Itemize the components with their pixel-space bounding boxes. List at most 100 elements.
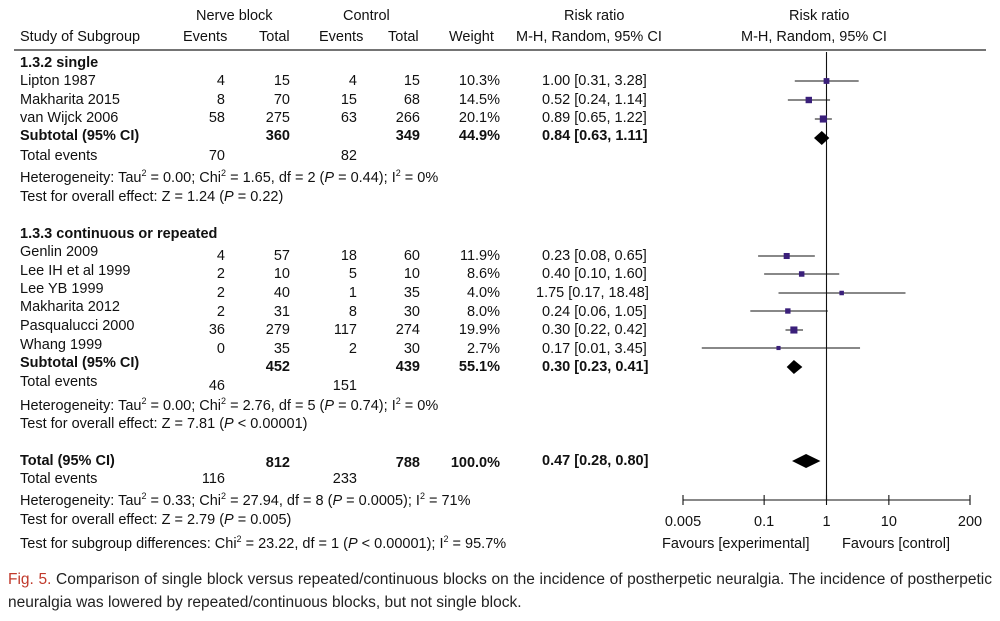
study-marker (798, 271, 805, 277)
col-total2: Total (388, 29, 419, 45)
ci-text: 0.23 [0.08, 0.65] (542, 248, 647, 264)
figure-number: Fig. 5. (8, 571, 52, 588)
col-method-plot: M-H, Random, 95% CI (741, 29, 887, 45)
events2: 117 (333, 322, 357, 338)
header-ratio-plot: Risk ratio (789, 8, 850, 24)
total2: 60 (403, 248, 420, 264)
ci-text: 0.40 [0.10, 1.60] (542, 266, 647, 282)
total2: 10 (403, 266, 420, 282)
total1: 40 (273, 285, 290, 301)
subtotal-total2: 349 (395, 128, 420, 144)
total2: 30 (403, 304, 420, 320)
study-marker (823, 78, 830, 84)
plot-marks: 0.005 0.1 1 10 200 (665, 52, 982, 530)
favours-right-label: Favours [control] (842, 536, 950, 552)
events2: 18 (340, 248, 357, 264)
ci-text: 1.00 [0.31, 3.28] (542, 73, 647, 89)
grand-total2: 788 (395, 455, 420, 471)
total-events-label: Total events (20, 148, 98, 164)
total1: 10 (273, 266, 290, 282)
total2: 274 (395, 322, 420, 338)
study-name: Makharita 2015 (20, 92, 120, 108)
heterogeneity-text: Heterogeneity: Tau2 = 0.33; Chi2 = 27.94… (20, 491, 471, 510)
subgroup1-title: 1.3.2 single (20, 55, 99, 71)
weight: 19.9% (458, 322, 500, 338)
events1: 58 (208, 110, 225, 126)
weight: 4.0% (466, 285, 500, 301)
caption-text: Comparison of single block versus repeat… (8, 571, 992, 611)
col-study: Study of Subgroup (20, 29, 141, 45)
grand-total-weight: 100.0% (450, 455, 500, 471)
total-events2: 151 (332, 378, 357, 394)
subgroup2-title: 1.3.3 continuous or repeated (20, 226, 218, 242)
events2: 63 (340, 110, 357, 126)
header-group2: Control (343, 8, 390, 24)
forest-plot: 0.005 0.1 1 10 200 (14, 49, 986, 530)
events1: 2 (216, 285, 225, 301)
total-events2: 82 (340, 148, 357, 164)
total1: 279 (265, 322, 290, 338)
study-marker (783, 252, 790, 260)
study-marker (805, 96, 812, 104)
total1: 31 (273, 304, 290, 320)
total-events1: 46 (208, 378, 225, 394)
study-name: Lee YB 1999 (20, 281, 104, 297)
grand-total-ci: 0.47 [0.28, 0.80] (542, 453, 649, 469)
subtotal-ci: 0.84 [0.63, 1.11] (542, 128, 648, 144)
overall-effect-text: Test for overall effect: Z = 2.79 (P = 0… (20, 512, 292, 528)
ci-text: 0.52 [0.24, 1.14] (542, 92, 647, 108)
weight: 20.1% (458, 110, 500, 126)
ci-text: 1.75 [0.17, 18.48] (536, 285, 649, 301)
ci-text: 0.17 [0.01, 3.45] (542, 341, 647, 357)
ci-text: 0.89 [0.65, 1.22] (542, 110, 647, 126)
total-events1: 116 (201, 471, 225, 487)
events1: 8 (216, 92, 225, 108)
subtotal-ci: 0.30 [0.23, 0.41] (542, 359, 649, 375)
study-marker (785, 308, 791, 314)
total-events-label: Total events (20, 374, 98, 390)
weight: 14.5% (458, 92, 500, 108)
x-tick-label: 200 (958, 514, 982, 530)
events2: 4 (348, 73, 357, 89)
study-marker (790, 326, 798, 334)
total1: 15 (273, 73, 290, 89)
total2: 30 (403, 341, 420, 357)
events2: 2 (348, 341, 357, 357)
header-group1: Nerve block (196, 8, 273, 24)
events1: 2 (216, 266, 225, 282)
subtotal-weight: 55.1% (458, 359, 500, 375)
weight: 8.6% (466, 266, 500, 282)
col-events1: Events (183, 29, 228, 45)
total2: 266 (395, 110, 420, 126)
heterogeneity-text: Heterogeneity: Tau2 = 0.00; Chi2 = 1.65,… (20, 168, 439, 187)
total2: 68 (403, 92, 420, 108)
study-marker (819, 115, 827, 123)
events2: 15 (340, 92, 357, 108)
x-tick-label: 0.005 (665, 514, 701, 530)
subtotal-total1: 360 (265, 128, 290, 144)
col-events2: Events (319, 29, 364, 45)
total1: 57 (273, 248, 290, 264)
figure-caption: Fig. 5. Comparison of single block versu… (8, 568, 992, 614)
subgroup-differences-text: Test for subgroup differences: Chi2 = 23… (20, 534, 507, 553)
header-ratio-table: Risk ratio (564, 8, 625, 24)
events2: 8 (348, 304, 357, 320)
weight: 8.0% (466, 304, 500, 320)
total1: 35 (273, 341, 290, 357)
events1: 36 (208, 322, 225, 338)
col-weight: Weight (449, 29, 494, 45)
events2: 5 (348, 266, 357, 282)
x-tick-label: 10 (881, 514, 897, 530)
study-name: van Wijck 2006 (20, 110, 119, 126)
study-marker (776, 345, 781, 351)
total2: 15 (403, 73, 420, 89)
overall-effect-text: Test for overall effect: Z = 7.81 (P < 0… (20, 416, 308, 432)
events1: 4 (216, 248, 225, 264)
weight: 11.9% (459, 248, 500, 264)
total-diamond (792, 454, 821, 468)
events1: 0 (216, 341, 225, 357)
total-events2: 233 (332, 471, 357, 487)
study-marker (839, 290, 844, 296)
study-name: Genlin 2009 (20, 244, 99, 260)
col-method: M-H, Random, 95% CI (516, 29, 662, 45)
